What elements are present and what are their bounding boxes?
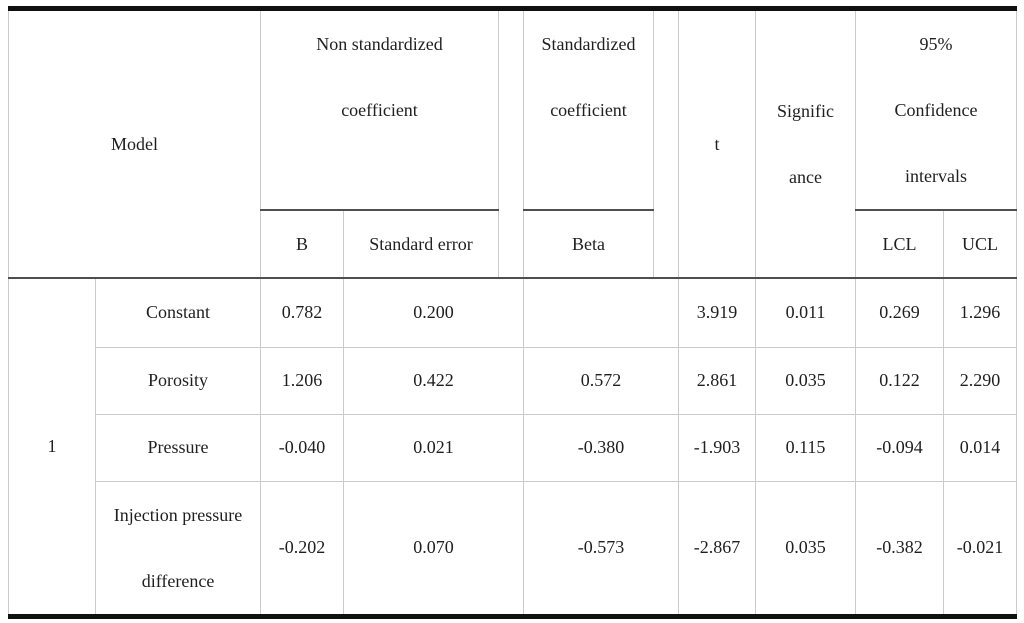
cell-t: 2.861 (678, 346, 756, 415)
cell-standard-error: 0.200 (343, 277, 524, 348)
cell-lcl: -0.382 (855, 480, 944, 617)
header-significance-line1: Signific (777, 101, 834, 121)
subheader-lcl: LCL (855, 209, 944, 279)
row-label: Porosity (95, 346, 261, 415)
header-spacer-2 (653, 8, 679, 279)
cell-lcl: 0.269 (855, 277, 944, 348)
header-confidence-intervals: 95% Confidence intervals (855, 8, 1017, 211)
model-number-cell: 1 (8, 277, 96, 617)
cell-standard-error: 0.070 (343, 480, 524, 617)
header-ci-line2: Confidence (894, 100, 978, 120)
cell-b: 0.782 (260, 277, 344, 348)
cell-t: 3.919 (678, 277, 756, 348)
cell-beta: 0.572 (523, 346, 679, 415)
header-significance: Signific ance (755, 8, 856, 279)
cell-lcl: 0.122 (855, 346, 944, 415)
cell-t: -2.867 (678, 480, 756, 617)
header-standardized-line1: Standardized (541, 34, 636, 54)
table-row-pressure: Pressure -0.040 0.021 -0.380 -1.903 0.11… (9, 413, 1017, 482)
regression-coefficients-table: Model Non standardized coefficient Stand… (8, 6, 1017, 619)
cell-ucl: 0.014 (943, 413, 1017, 482)
cell-beta: -0.573 (523, 480, 679, 617)
row-label: Pressure (95, 413, 261, 482)
cell-standard-error: 0.021 (343, 413, 524, 482)
header-row-sub: B Standard error Beta LCL UCL (9, 209, 1017, 279)
cell-beta: -0.380 (523, 413, 679, 482)
cell-significance: 0.115 (755, 413, 856, 482)
cell-significance: 0.011 (755, 277, 856, 348)
subheader-b: B (260, 209, 344, 279)
table-row-injection-pressure-difference: Injection pressure difference -0.202 0.0… (9, 480, 1017, 617)
header-ci-line3: intervals (905, 166, 967, 186)
cell-ucl: 1.296 (943, 277, 1017, 348)
cell-significance: 0.035 (755, 480, 856, 617)
cell-standard-error: 0.422 (343, 346, 524, 415)
header-model: Model (8, 8, 261, 279)
row-label: Constant (95, 277, 261, 348)
cell-ucl: -0.021 (943, 480, 1017, 617)
cell-b: -0.202 (260, 480, 344, 617)
header-ci-line1: 95% (919, 34, 953, 54)
header-standardized-line2: coefficient (550, 100, 627, 120)
cell-b: -0.040 (260, 413, 344, 482)
header-t: t (678, 8, 756, 279)
cell-b: 1.206 (260, 346, 344, 415)
subheader-standard-error: Standard error (343, 209, 499, 279)
table-row-constant: 1 Constant 0.782 0.200 3.919 0.011 0.269… (8, 277, 1017, 617)
header-row-groups: Model Non standardized coefficient Stand… (8, 8, 1017, 279)
cell-ucl: 2.290 (943, 346, 1017, 415)
cell-lcl: -0.094 (855, 413, 944, 482)
header-non-standardized-coefficient: Non standardized coefficient (260, 8, 499, 211)
cell-beta (523, 277, 679, 348)
header-non-standardized-line1: Non standardized (316, 34, 443, 54)
cell-significance: 0.035 (755, 346, 856, 415)
subheader-beta: Beta (523, 209, 654, 279)
header-significance-line2: ance (789, 167, 822, 187)
row-label: Injection pressure difference (95, 480, 261, 617)
table-row-porosity: Porosity 1.206 0.422 0.572 2.861 0.035 0… (9, 346, 1017, 415)
subheader-ucl: UCL (943, 209, 1017, 279)
cell-t: -1.903 (678, 413, 756, 482)
header-standardized-coefficient: Standardized coefficient (523, 8, 654, 211)
header-spacer-1 (498, 8, 524, 279)
header-non-standardized-line2: coefficient (341, 100, 418, 120)
